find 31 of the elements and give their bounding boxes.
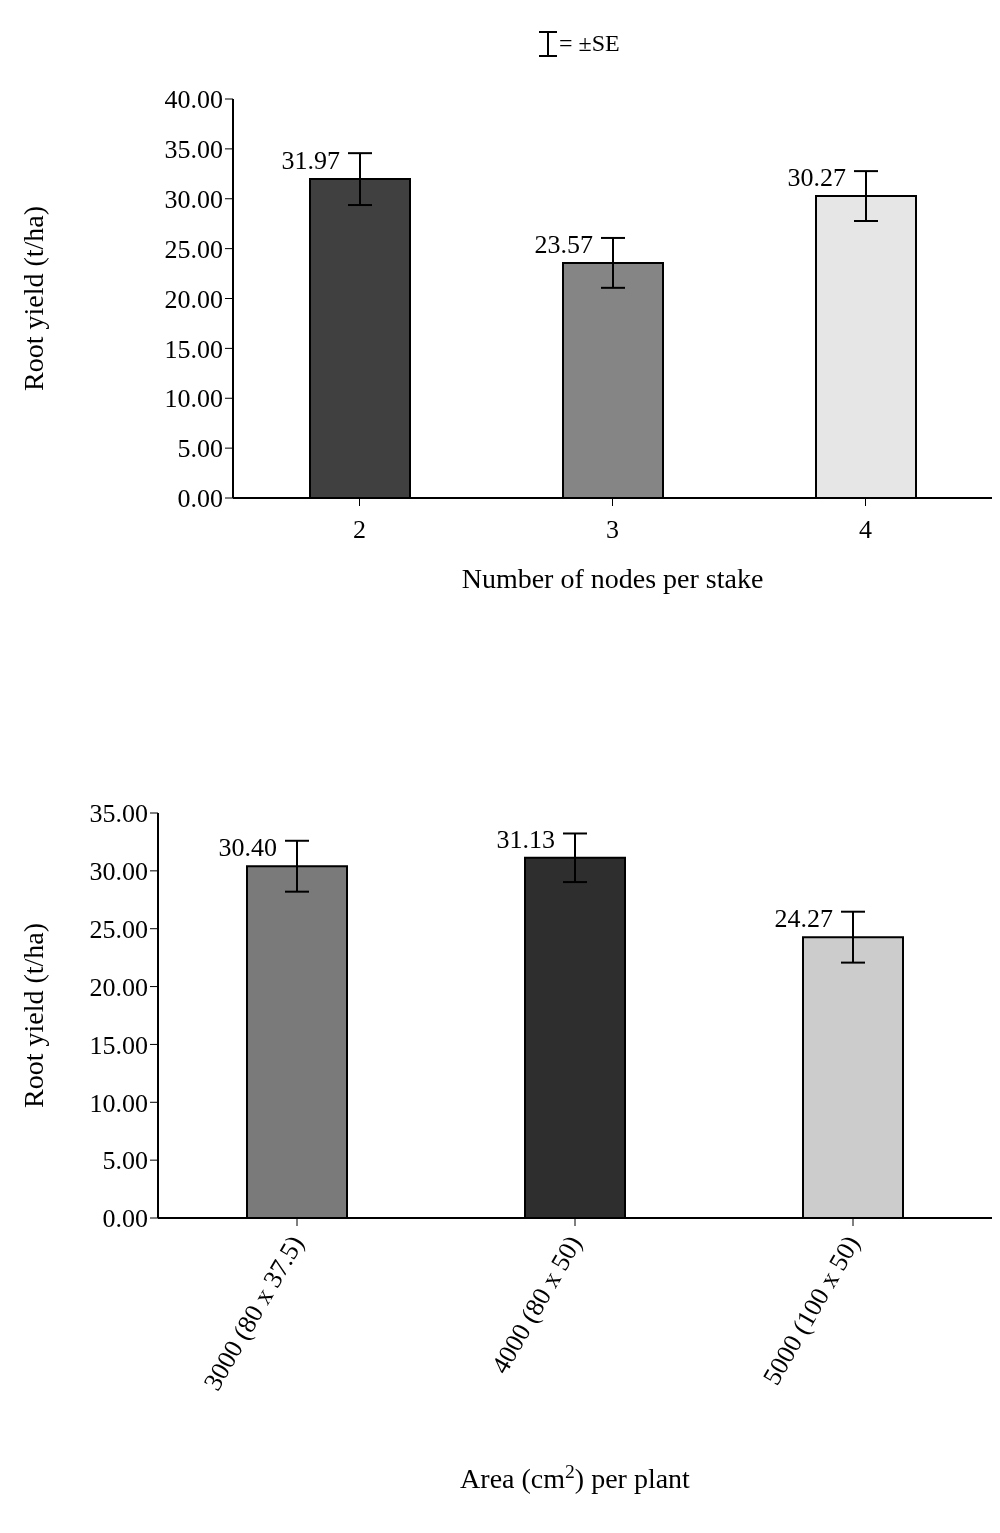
y-tick-label: 25.00 (164, 234, 223, 264)
y-tick-label: 30.00 (89, 857, 148, 887)
y-tick-label: 30.00 (164, 184, 223, 214)
y-tick-label: 0.00 (102, 1204, 148, 1234)
data-label: 24.27 (774, 904, 833, 934)
y-axis-title: Root yield (t/ha) (17, 922, 49, 1109)
data-label: 30.40 (218, 833, 277, 863)
y-tick-label: 15.00 (89, 1030, 148, 1060)
y-tick-label: 40.00 (164, 85, 223, 115)
y-tick-label: 5.00 (177, 434, 223, 464)
x-axis-title: Number of nodes per stake (461, 563, 764, 594)
x-tick-label: 3 (606, 515, 619, 544)
data-label: 30.27 (787, 163, 846, 193)
x-axis-title: Area (cm$^{2}$) per plant (460, 1460, 691, 1494)
y-tick-label: 15.00 (164, 334, 223, 364)
y-tick-label: 10.00 (89, 1088, 148, 1118)
x-tick-label: 2 (353, 515, 366, 544)
y-tick-label: 5.00 (102, 1146, 148, 1176)
data-label: 23.57 (534, 229, 593, 259)
data-label: 31.97 (281, 146, 340, 176)
y-tick-label: 20.00 (89, 972, 148, 1002)
y-axis-title: Root yield (t/ha) (17, 205, 49, 392)
y-tick-label: 20.00 (164, 284, 223, 314)
text: = ±SE (559, 30, 620, 57)
x-tick-label: 4 (859, 515, 872, 544)
y-tick-label: 35.00 (164, 135, 223, 165)
data-label: 31.13 (496, 824, 555, 854)
y-tick-label: 35.00 (89, 799, 148, 829)
y-tick-label: 25.00 (89, 914, 148, 944)
y-tick-label: 0.00 (177, 484, 223, 514)
y-tick-label: 10.00 (164, 384, 223, 414)
